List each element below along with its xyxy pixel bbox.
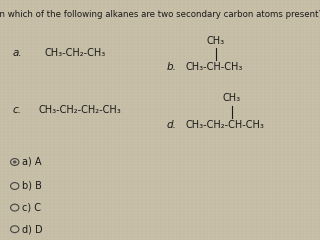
- Text: In which of the following alkanes are two secondary carbon atoms present?: In which of the following alkanes are tw…: [0, 10, 320, 19]
- Text: CH₃-CH-CH₃: CH₃-CH-CH₃: [186, 62, 243, 72]
- Text: d.: d.: [166, 120, 176, 130]
- Text: CH₃: CH₃: [223, 93, 241, 103]
- Text: c.: c.: [13, 105, 22, 115]
- Text: a.: a.: [13, 48, 22, 58]
- Text: CH₃-CH₂-CH-CH₃: CH₃-CH₂-CH-CH₃: [186, 120, 264, 130]
- Text: b.: b.: [166, 62, 176, 72]
- Text: CH₃-CH₂-CH₂-CH₃: CH₃-CH₂-CH₂-CH₃: [38, 105, 121, 115]
- Text: CH₃: CH₃: [207, 36, 225, 46]
- Text: d) D: d) D: [22, 224, 42, 234]
- Text: b) B: b) B: [22, 181, 42, 191]
- Ellipse shape: [13, 160, 17, 164]
- Text: a) A: a) A: [22, 157, 41, 167]
- Text: c) C: c) C: [22, 203, 41, 213]
- Text: CH₃-CH₂-CH₃: CH₃-CH₂-CH₃: [45, 48, 106, 58]
